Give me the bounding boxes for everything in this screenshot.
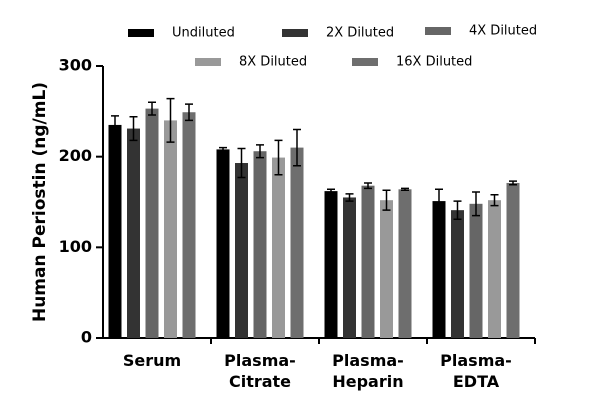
error-bar: [453, 200, 462, 220]
bar: [253, 151, 267, 338]
error-bar: [509, 180, 517, 186]
error-bar: [219, 146, 227, 152]
error-bar: [111, 115, 119, 135]
legend-swatch: [352, 58, 378, 66]
error-bar: [401, 187, 409, 191]
error-bar: [148, 101, 156, 116]
bar: [343, 197, 356, 338]
bar: [469, 203, 483, 338]
bar: [164, 120, 177, 339]
bar: [398, 189, 412, 338]
bar: [108, 124, 122, 338]
error-bar: [129, 116, 138, 142]
legend-label: Undiluted: [172, 26, 235, 41]
error-bar: [472, 191, 480, 217]
error-bar: [490, 193, 499, 207]
legend-swatch: [425, 27, 451, 35]
x-tick-label: Serum: [123, 351, 181, 370]
legend-label: 16X Diluted: [396, 55, 472, 70]
bar: [506, 182, 520, 338]
error-bar: [327, 188, 335, 194]
bar: [216, 149, 230, 338]
bar: [235, 163, 248, 338]
bar: [290, 147, 304, 338]
bar: [380, 200, 393, 338]
legend-label: 2X Diluted: [326, 26, 394, 41]
x-tick-label: Plasma-Heparin: [332, 351, 404, 391]
bar: [272, 157, 285, 338]
x-tick-label: Plasma-Citrate: [224, 351, 296, 391]
x-tick-label: Plasma-EDTA: [440, 351, 512, 391]
legend-label: 4X Diluted: [469, 24, 537, 39]
error-bar: [274, 139, 283, 176]
error-bar: [382, 189, 391, 211]
legend-swatch: [195, 58, 221, 66]
error-bar: [237, 147, 246, 179]
error-bar: [435, 188, 443, 214]
bar: [432, 201, 446, 338]
error-bar: [256, 144, 264, 159]
y-tick-label: 100: [59, 237, 92, 256]
y-tick-label: 0: [81, 328, 92, 347]
error-bar: [345, 193, 354, 202]
bar: [488, 200, 501, 338]
error-bar: [293, 128, 301, 167]
y-tick-label: 200: [59, 146, 92, 165]
y-tick-label: 300: [59, 56, 92, 75]
error-bar: [185, 103, 193, 122]
bar: [361, 185, 375, 338]
bar: [127, 128, 140, 338]
error-bar: [166, 97, 175, 143]
legend-label: 8X Diluted: [239, 55, 307, 70]
y-axis-label: Human Periostin (ng/mL): [30, 82, 50, 322]
bar: [145, 108, 159, 338]
bar: [451, 210, 464, 338]
bar: [182, 112, 196, 339]
legend-swatch: [128, 29, 154, 37]
error-bar: [364, 182, 372, 190]
bar: [324, 191, 338, 338]
legend-swatch: [282, 29, 308, 37]
